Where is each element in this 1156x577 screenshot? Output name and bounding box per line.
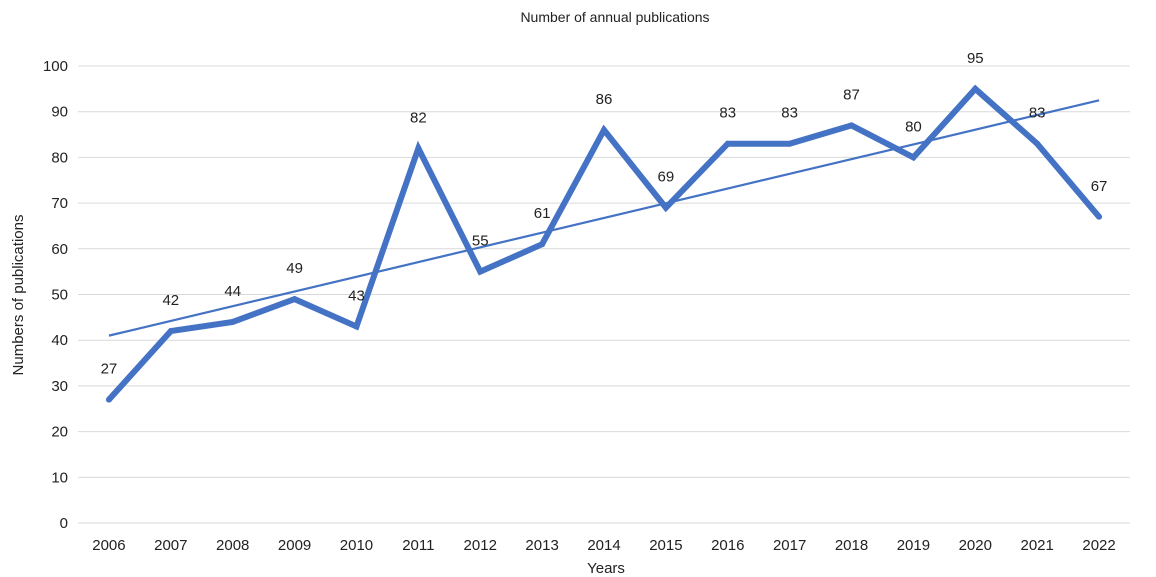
data-label: 82 xyxy=(410,109,427,126)
data-label: 44 xyxy=(224,283,241,300)
data-point xyxy=(662,204,669,211)
x-tick-label: 2012 xyxy=(464,537,497,554)
y-tick-label: 70 xyxy=(51,195,68,212)
x-tick-label: 2016 xyxy=(711,537,744,554)
data-label: 80 xyxy=(905,118,922,135)
data-point xyxy=(477,268,484,275)
x-tick-label: 2010 xyxy=(340,537,373,554)
x-tick-label: 2022 xyxy=(1082,537,1115,554)
y-tick-label: 100 xyxy=(43,58,68,75)
data-point xyxy=(353,323,360,330)
data-label: 49 xyxy=(286,260,303,277)
data-point xyxy=(972,85,979,92)
data-label: 55 xyxy=(472,233,489,250)
chart-title: Number of annual publications xyxy=(520,9,709,25)
y-axis-label: Numbers of publications xyxy=(10,215,27,376)
data-label: 42 xyxy=(162,292,179,309)
data-point xyxy=(910,154,917,161)
data-label: 43 xyxy=(348,287,365,304)
data-label: 95 xyxy=(967,50,984,67)
data-point xyxy=(848,122,855,129)
data-label: 83 xyxy=(719,105,736,122)
data-point xyxy=(105,396,112,403)
x-tick-label: 2014 xyxy=(587,537,620,554)
x-tick-label: 2021 xyxy=(1020,537,1053,554)
data-label: 61 xyxy=(534,205,551,222)
series-layer xyxy=(105,84,1103,403)
data-label: 83 xyxy=(1029,105,1046,122)
data-point xyxy=(291,296,298,303)
data-label: 27 xyxy=(101,361,118,378)
y-tick-label: 40 xyxy=(51,332,68,349)
data-label: 86 xyxy=(596,91,613,108)
data-label: 69 xyxy=(658,169,675,186)
data-point xyxy=(167,328,174,335)
data-point xyxy=(415,145,422,152)
y-tick-label: 10 xyxy=(51,469,68,486)
x-tick-label: 2017 xyxy=(773,537,806,554)
x-axis-label: Years xyxy=(587,560,625,577)
data-point xyxy=(1034,140,1041,147)
x-tick-label: 2018 xyxy=(835,537,868,554)
trendline-layer xyxy=(108,99,1100,337)
y-tick-label: 0 xyxy=(60,515,68,532)
data-point xyxy=(229,318,236,325)
data-label: 67 xyxy=(1091,178,1108,195)
y-axis-ticks: 0 10 20 30 40 50 60 70 80 90 100 xyxy=(43,58,68,532)
y-tick-label: 50 xyxy=(51,287,68,304)
x-tick-label: 2020 xyxy=(959,537,992,554)
x-tick-label: 2015 xyxy=(649,537,682,554)
x-tick-label: 2008 xyxy=(216,537,249,554)
data-label: 83 xyxy=(781,105,798,122)
x-tick-label: 2013 xyxy=(525,537,558,554)
data-point xyxy=(724,140,731,147)
y-tick-label: 60 xyxy=(51,241,68,258)
x-axis-ticks: 2006 2007 2008 2009 2010 2011 2012 2013 2014 2015… xyxy=(92,537,1115,554)
data-point xyxy=(539,241,546,248)
data-label: 87 xyxy=(843,86,860,103)
linear-trendline xyxy=(108,99,1100,337)
x-tick-label: 2019 xyxy=(897,537,930,554)
data-labels: 27 42 44 49 43 82 55 61 86 69 83 83 87 80 95 83 67 xyxy=(101,50,1108,378)
y-tick-label: 80 xyxy=(51,149,68,166)
x-tick-label: 2007 xyxy=(154,537,187,554)
data-point xyxy=(601,126,607,133)
y-tick-label: 30 xyxy=(51,378,68,395)
data-point xyxy=(786,140,793,147)
x-tick-label: 2006 xyxy=(92,537,125,554)
x-tick-label: 2009 xyxy=(278,537,311,554)
y-tick-label: 20 xyxy=(51,424,68,441)
data-point xyxy=(1096,213,1103,220)
y-tick-label: 90 xyxy=(51,104,68,121)
x-tick-label: 2011 xyxy=(402,537,434,554)
